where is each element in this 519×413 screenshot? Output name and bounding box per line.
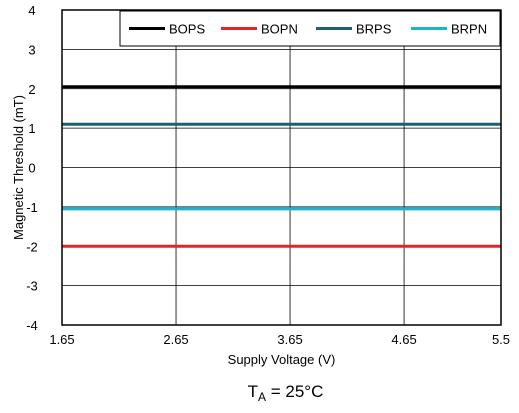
- legend: BOPS BOPN BRPS BRPN: [119, 10, 501, 47]
- caption: TA = 25°C: [248, 382, 324, 404]
- y-tick-label: -1: [26, 200, 38, 215]
- x-tick-label: 3.65: [277, 332, 302, 347]
- legend-label-bopn: BOPN: [261, 22, 298, 37]
- y-tick-label: 3: [28, 42, 35, 57]
- legend-label-bops: BOPS: [169, 22, 205, 37]
- caption-main: T: [248, 382, 258, 401]
- y-tick-label: -2: [26, 239, 38, 254]
- plot-frame: [61, 9, 502, 326]
- x-tick-label: 1.65: [49, 332, 74, 347]
- x-axis-label: Supply Voltage (V): [228, 352, 336, 367]
- y-tick-label: -3: [26, 279, 38, 294]
- y-axis-ticks: 4 3 2 1 0 -1 -2 -3 -4: [26, 3, 38, 333]
- y-tick-label: 2: [28, 82, 35, 97]
- caption-rest: = 25°C: [266, 382, 323, 401]
- y-tick-label: 1: [28, 121, 35, 136]
- x-tick-label: 4.65: [391, 332, 416, 347]
- series-lines: [62, 85, 501, 248]
- caption-subscript: A: [258, 390, 266, 404]
- x-tick-label: 2.65: [163, 332, 188, 347]
- y-axis-label: Magnetic Threshold (mT): [11, 95, 26, 240]
- x-axis-ticks: 1.65 2.65 3.65 4.65 5.5: [49, 332, 510, 347]
- y-tick-label: -4: [26, 318, 38, 333]
- legend-label-brpn: BRPN: [451, 22, 487, 37]
- grid: [61, 9, 502, 326]
- legend-label-brps: BRPS: [356, 22, 392, 37]
- x-tick-label: 5.5: [492, 332, 510, 347]
- y-tick-label: 4: [28, 3, 35, 18]
- y-tick-label: 0: [28, 161, 35, 176]
